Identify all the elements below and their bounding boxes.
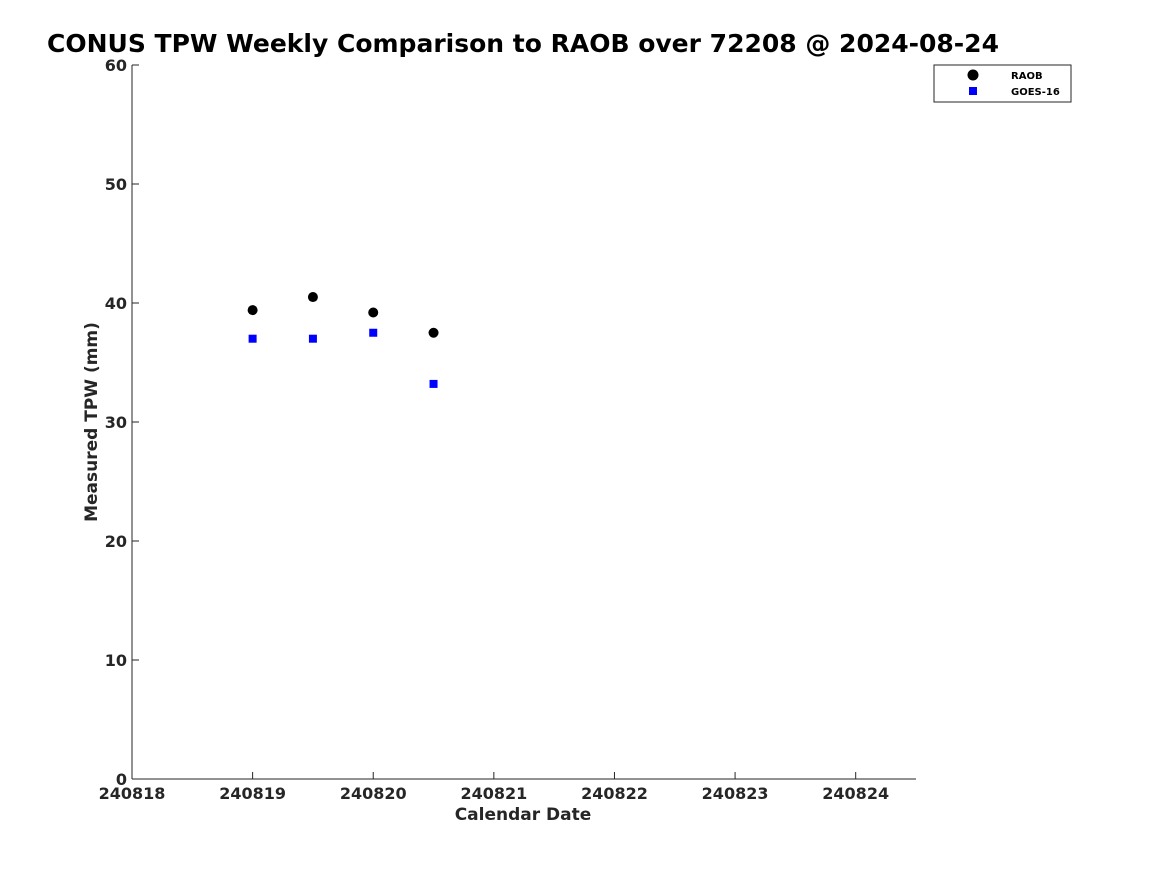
y-tick-label: 50 — [105, 175, 127, 194]
x-tick-label: 240820 — [340, 784, 407, 803]
y-tick-label: 10 — [105, 651, 127, 670]
y-tick-label: 40 — [105, 294, 127, 313]
y-ticks: 0 10 20 30 40 50 60 — [105, 56, 139, 789]
legend-marker-raob — [967, 69, 979, 81]
data-point-raob — [307, 292, 318, 303]
chart-title: CONUS TPW Weekly Comparison to RAOB over… — [47, 29, 999, 58]
data-point-raob — [247, 305, 258, 316]
y-tick-label: 30 — [105, 413, 127, 432]
y-tick-label: 0 — [116, 770, 127, 789]
data-point-goes16 — [308, 334, 317, 343]
legend-marker-goes16 — [969, 87, 977, 95]
x-tick-label: 240822 — [581, 784, 648, 803]
x-ticks: 240818 240819 240820 240821 240822 240823 2408… — [99, 772, 889, 803]
x-tick-label: 240821 — [460, 784, 527, 803]
x-tick-label: 240819 — [219, 784, 286, 803]
y-tick-label: 20 — [105, 532, 127, 551]
plot-axes — [131, 65, 916, 780]
data-point-raob — [428, 327, 439, 338]
y-tick-label: 60 — [105, 56, 127, 75]
data-point-raob — [368, 307, 379, 318]
legend-label-raob: RAOB — [1011, 71, 1043, 82]
x-tick-label: 240823 — [702, 784, 769, 803]
data-point-goes16 — [429, 379, 438, 388]
data-point-goes16 — [248, 334, 257, 343]
legend-box — [933, 64, 1072, 103]
legend-label-goes16: GOES-16 — [1011, 87, 1060, 98]
legend: RAOB GOES-16 — [933, 64, 1072, 103]
y-axis-label: Measured TPW (mm) — [82, 322, 102, 522]
x-tick-label: 240818 — [99, 784, 166, 803]
x-axis-label: Calendar Date — [455, 805, 592, 825]
data-points — [247, 292, 439, 388]
data-point-goes16 — [369, 328, 378, 337]
x-tick-label: 240824 — [822, 784, 889, 803]
